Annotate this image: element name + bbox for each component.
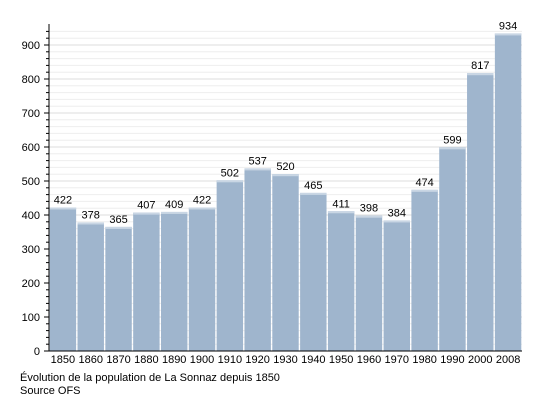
bar-top-highlight bbox=[494, 33, 522, 36]
value-label: 398 bbox=[360, 203, 378, 215]
bar-1920 bbox=[244, 168, 271, 351]
bar-1880 bbox=[133, 212, 160, 351]
bar-top-highlight bbox=[327, 211, 355, 214]
labels: 0 100 200 300 400 500 600 700 800 900 422 1850 378 18… bbox=[22, 20, 521, 366]
x-tick-label: 1920 bbox=[245, 354, 269, 366]
bar-top-highlight bbox=[467, 73, 494, 76]
value-label: 411 bbox=[332, 198, 350, 210]
bar-top-highlight bbox=[383, 220, 411, 223]
bar-top-highlight bbox=[77, 222, 104, 225]
x-tick-label: 1950 bbox=[329, 354, 353, 366]
value-label: 378 bbox=[82, 209, 100, 221]
y-tick-label: 600 bbox=[22, 142, 40, 154]
bar-1950 bbox=[327, 211, 355, 351]
value-label: 537 bbox=[248, 155, 266, 167]
bar-1980 bbox=[411, 189, 438, 351]
bar-1970 bbox=[383, 220, 411, 351]
caption-title: Évolution de la population de La Sonnaz … bbox=[20, 372, 280, 384]
value-label: 365 bbox=[109, 214, 127, 226]
x-tick-label: 1910 bbox=[218, 354, 242, 366]
bar-top-highlight bbox=[300, 192, 327, 195]
bars bbox=[49, 33, 522, 351]
bar-top-highlight bbox=[133, 212, 160, 215]
bar-top-highlight bbox=[105, 226, 132, 229]
bar-2008 bbox=[494, 33, 522, 351]
bar-1930 bbox=[272, 174, 299, 351]
bar-top-highlight bbox=[188, 207, 216, 210]
y-tick-label: 0 bbox=[34, 346, 40, 358]
bar-top-highlight bbox=[272, 174, 299, 177]
bar-1850 bbox=[49, 207, 77, 351]
bar-1870 bbox=[105, 226, 132, 351]
bar-1960 bbox=[355, 215, 383, 351]
value-label: 384 bbox=[388, 207, 406, 219]
value-label: 599 bbox=[443, 134, 461, 146]
value-label: 422 bbox=[54, 195, 72, 207]
x-tick-label: 1930 bbox=[273, 354, 297, 366]
value-label: 422 bbox=[193, 195, 211, 207]
x-tick-label: 1980 bbox=[412, 354, 436, 366]
caption-source: Source OFS bbox=[20, 385, 81, 397]
y-tick-label: 100 bbox=[22, 312, 40, 324]
y-tick-label: 400 bbox=[22, 210, 40, 222]
y-tick-label: 200 bbox=[22, 278, 40, 290]
x-tick-label: 1850 bbox=[51, 354, 75, 366]
bar-2000 bbox=[467, 73, 494, 351]
bar-1910 bbox=[216, 180, 244, 351]
axes bbox=[44, 24, 522, 352]
bar-top-highlight bbox=[160, 211, 188, 214]
y-tick-label: 700 bbox=[22, 108, 40, 120]
y-tick-label: 900 bbox=[22, 40, 40, 52]
y-tick-label: 500 bbox=[22, 176, 40, 188]
value-label: 474 bbox=[415, 177, 433, 189]
y-tick-label: 800 bbox=[22, 74, 40, 86]
x-tick-label: 2000 bbox=[468, 354, 492, 366]
bar-1990 bbox=[439, 147, 466, 351]
value-label: 502 bbox=[221, 167, 239, 179]
x-tick-label: 1990 bbox=[440, 354, 464, 366]
value-label: 934 bbox=[499, 20, 517, 32]
bar-top-highlight bbox=[49, 207, 77, 210]
x-tick-label: 1900 bbox=[190, 354, 214, 366]
bar-top-highlight bbox=[216, 180, 244, 183]
x-tick-label: 1970 bbox=[385, 354, 409, 366]
bar-top-highlight bbox=[355, 215, 383, 218]
x-tick-label: 1960 bbox=[357, 354, 381, 366]
value-label: 409 bbox=[165, 199, 183, 211]
x-tick-label: 1880 bbox=[134, 354, 158, 366]
bar-1890 bbox=[160, 211, 188, 351]
x-tick-label: 2008 bbox=[496, 354, 520, 366]
x-tick-label: 1860 bbox=[78, 354, 102, 366]
value-label: 407 bbox=[137, 200, 155, 212]
value-label: 465 bbox=[304, 180, 322, 192]
bar-1860 bbox=[77, 222, 104, 351]
x-tick-label: 1870 bbox=[106, 354, 130, 366]
bar-top-highlight bbox=[244, 168, 271, 171]
bar-1940 bbox=[300, 192, 327, 351]
value-label: 817 bbox=[471, 60, 489, 72]
value-label: 520 bbox=[276, 161, 294, 173]
bar-1900 bbox=[188, 207, 216, 351]
x-tick-label: 1890 bbox=[162, 354, 186, 366]
y-tick-label: 300 bbox=[22, 244, 40, 256]
bar-top-highlight bbox=[439, 147, 466, 150]
bar-top-highlight bbox=[411, 189, 438, 192]
x-tick-label: 1940 bbox=[301, 354, 325, 366]
